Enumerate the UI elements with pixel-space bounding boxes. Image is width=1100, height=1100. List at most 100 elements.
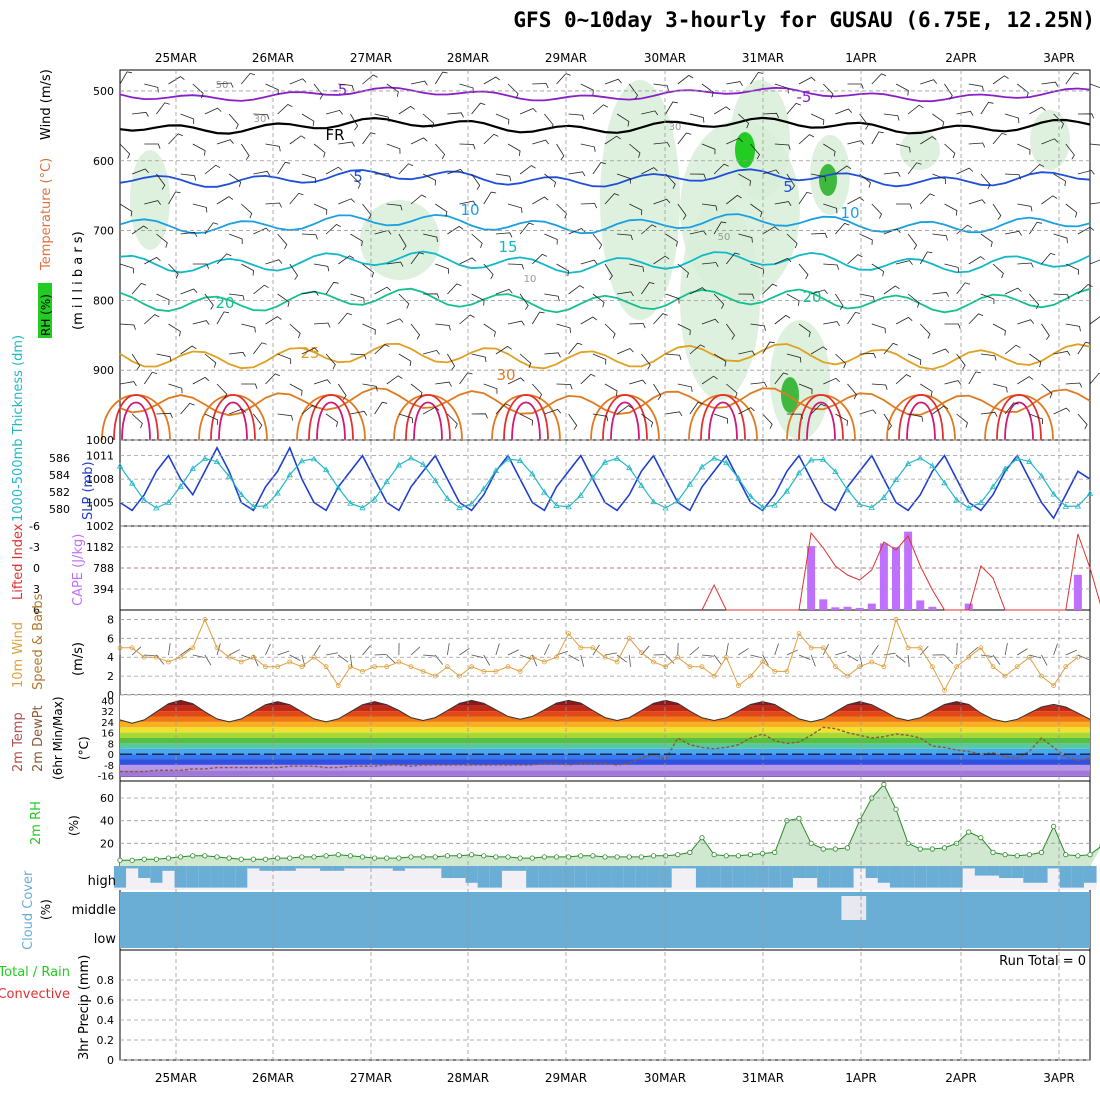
temp-color-band [120,775,1090,777]
wind-barb [398,353,412,367]
rh2m-marker [408,854,414,860]
wind-barb [483,191,497,205]
wind-barb [629,323,646,329]
date-label-bottom: 28MAR [447,1071,489,1085]
wind-barb [180,345,197,355]
cloud-high-cover [320,866,333,871]
wind-barb [653,383,662,401]
wind-barb [168,643,171,656]
thickness-marker [371,495,378,502]
wind-barb [144,256,161,265]
surface-temp-loop [308,394,354,441]
wind-speed-marker [287,659,293,665]
contour-label: FR [325,126,344,144]
wind-barb [531,654,538,667]
cape-bar [843,606,852,610]
cloud-high-cover [926,866,939,888]
wind-barb [350,113,359,131]
wind-barb [701,318,719,325]
cloud-high-gap [417,866,430,890]
wind-barb [507,320,525,326]
wind-barb [519,353,532,369]
cloud-high-cover [550,866,564,888]
wind-barb [932,113,945,127]
wind-barb [762,112,780,119]
wind-barb [811,173,827,182]
wind-barb [483,323,496,337]
wind-barb [362,645,371,656]
date-label-top: 31MAR [742,51,784,65]
wind-barb [132,111,149,117]
rh2m-marker [735,853,741,859]
wind-barb [204,353,217,368]
wind-speed-line [120,617,1079,692]
cloud-high-cover [986,866,1000,876]
wind-barb [313,322,331,328]
wind-barb [568,113,585,121]
wind-barb [592,104,608,115]
minmax-axis-label: (6hr Min/Max) [51,697,65,781]
wind-speed-marker [990,664,996,670]
wind-barb [774,643,779,656]
slp-tick: 1008 [86,473,114,486]
wind-barb [944,263,960,273]
wind-barb [762,413,773,429]
wind-barb [1029,106,1046,115]
cloud-high-gap [344,866,357,890]
rh-axis-label: RH (%) [39,294,53,336]
wind-barb [471,233,483,249]
wind-barb [592,293,605,308]
wind-barb [895,374,912,385]
cloud-high-gap [295,866,309,890]
wind-barb [143,371,158,385]
contour-label: 15 [498,238,517,256]
wind-barb [435,263,449,274]
wind-barb [544,173,557,188]
rh2m-marker [675,852,681,858]
wind-barb [896,203,913,209]
wind-barb [386,203,403,211]
wind-barb [131,282,147,295]
rh2m-marker [165,855,172,861]
wind-barb [350,233,363,247]
wind-barb [556,383,573,390]
wind-barb [689,113,705,123]
cape-bar [879,543,888,610]
wind-barb [992,203,1002,220]
wind-barb [1041,252,1056,265]
contour-label: 50 [718,232,731,243]
rh-shade [1030,110,1070,170]
wind-barb [277,104,293,115]
surface-temp-loop [413,401,443,441]
wind-barb [410,383,423,398]
wind-barb [544,113,554,130]
wind-barb [350,410,368,416]
wind-barb [932,348,950,355]
wind-barb [738,173,752,186]
thickness-marker [529,470,536,477]
wind-barb [677,383,693,392]
wind-barb [265,83,279,95]
wind-speed-marker [360,668,365,674]
wind-barb [725,252,740,265]
wind-barb [507,263,524,270]
wind-barb [277,233,288,250]
pressure-tick: 600 [93,155,114,168]
wind-barb [883,285,900,295]
wind-barb [750,143,760,160]
precip-tick: 0 [107,1054,114,1067]
axis-labels: 25MAR 25MAR 26MAR 26MAR 27MAR 27MAR 28MAR 28MAR… [0,51,1075,1085]
date-label-bottom: 29MAR [545,1071,587,1085]
thickness-marker [710,454,718,461]
cloud-high-gap [671,866,685,890]
wind-barb [641,282,655,295]
cape-bar [964,603,973,610]
wind-barb [289,263,299,280]
wind-barb [495,643,500,656]
temp-contour [119,387,1091,417]
wind-barb [750,71,764,85]
surface-temp-loop [1004,401,1034,441]
wind-barb [968,83,984,92]
thickness-marker [444,494,451,501]
wind-barb [580,143,596,152]
